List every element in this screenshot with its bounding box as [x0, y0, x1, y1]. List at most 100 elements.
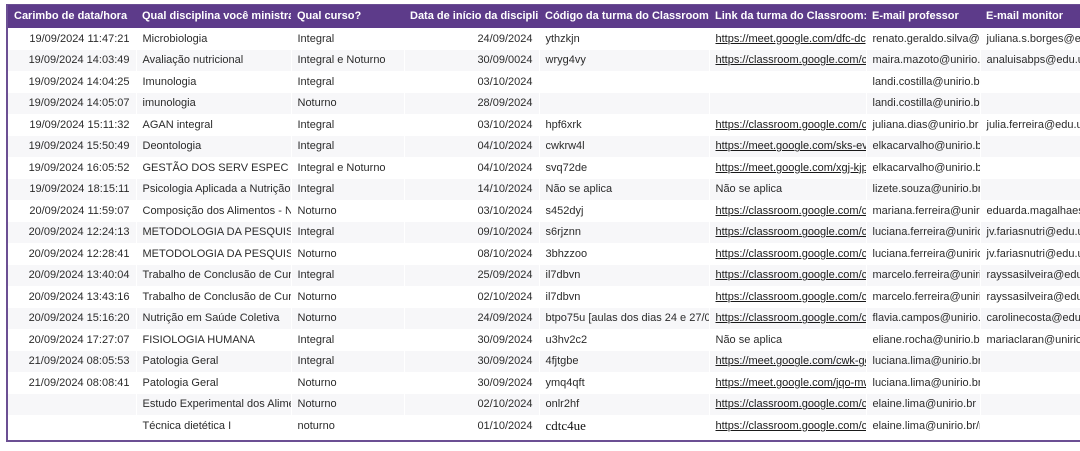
cell-classroom-code[interactable]: svq72de	[539, 157, 709, 179]
cell-classroom-code[interactable]: hpf6xrk	[539, 114, 709, 136]
table-row[interactable]: 21/09/2024 08:08:41 Patologia Geral Noturn…	[8, 372, 1080, 394]
cell-professor-email[interactable]: maira.mazoto@unirio.br	[866, 49, 980, 72]
table-row[interactable]: Estudo Experimental dos AlimentosNoturno…	[8, 393, 1080, 416]
cell-course[interactable]: Integral e Noturno	[291, 157, 404, 179]
table-row[interactable]: 21/09/2024 08:05:53 Patologia Geral Integr…	[8, 350, 1080, 373]
cell-timestamp[interactable]	[8, 393, 136, 416]
cell-classroom-code[interactable]: u3hv2c2	[539, 329, 709, 351]
cell-professor-email[interactable]: luciana.lima@unirio.br	[866, 372, 980, 394]
cell-course[interactable]: Noturno	[291, 372, 404, 394]
cell-start-date[interactable]: 24/09/2024	[404, 307, 539, 330]
classroom-link[interactable]: https://classroom.google.com/c/N	[715, 398, 866, 411]
table-row[interactable]: 19/09/2024 15:11:32 AGAN integral Integral…	[8, 114, 1080, 136]
classroom-link[interactable]: https://classroom.google.com/c/N	[715, 419, 866, 432]
cell-timestamp[interactable]: 20/09/2024 17:27:07	[8, 329, 136, 351]
cell-professor-email[interactable]: marcelo.ferreira@unirio.t	[866, 264, 980, 287]
cell-discipline[interactable]: Patologia Geral	[136, 372, 291, 394]
cell-classroom-link[interactable]: https://meet.google.com/cwk-geyh	[709, 350, 866, 373]
table-row[interactable]: 20/09/2024 12:28:41 METODOLOGIA DA PESQUI…	[8, 243, 1080, 265]
cell-discipline[interactable]: Nutrição em Saúde Coletiva	[136, 307, 291, 330]
table-row[interactable]: 20/09/2024 12:24:13 METODOLOGIA DA PESQUI…	[8, 221, 1080, 244]
cell-monitor-email[interactable]	[980, 372, 1080, 394]
cell-monitor-email[interactable]: rayssasilveira@edu.unir	[980, 286, 1080, 308]
cell-classroom-code[interactable]: il7dbvn	[539, 264, 709, 287]
cell-monitor-email[interactable]	[980, 393, 1080, 416]
cell-classroom-code[interactable]: Não se aplica	[539, 178, 709, 201]
cell-start-date[interactable]: 28/09/2024	[404, 92, 539, 115]
cell-timestamp[interactable]: 20/09/2024 15:16:20	[8, 307, 136, 330]
cell-classroom-code[interactable]: 4fjtgbe	[539, 350, 709, 373]
cell-classroom-code[interactable]: ymq4qft	[539, 372, 709, 394]
cell-classroom-link[interactable]: https://classroom.google.com/c/N	[709, 393, 866, 416]
cell-classroom-link[interactable]	[709, 92, 866, 115]
cell-timestamp[interactable]: 21/09/2024 08:08:41	[8, 372, 136, 394]
table-row[interactable]: 19/09/2024 16:05:52 GESTÃO DOS SERV ESPEC…	[8, 157, 1080, 179]
cell-monitor-email[interactable]: rayssasilveira@edu.unir	[980, 264, 1080, 287]
cell-discipline[interactable]: GESTÃO DOS SERV ESPEC EM ALIM	[136, 157, 291, 179]
column-header-monitor-email[interactable]: E-mail monitor	[980, 5, 1080, 28]
cell-timestamp[interactable]: 20/09/2024 12:24:13	[8, 221, 136, 244]
cell-classroom-link[interactable]: https://classroom.google.com/c/N	[709, 243, 866, 265]
cell-classroom-link[interactable]: https://meet.google.com/dfc-dcpk-	[709, 28, 866, 50]
classroom-link[interactable]: https://classroom.google.com/c/N	[715, 247, 866, 260]
table-row[interactable]: 19/09/2024 14:04:25 Imunologia Integral 03/…	[8, 71, 1080, 93]
column-header-professor-email[interactable]: E-mail professor	[866, 5, 980, 28]
column-header-course[interactable]: Qual curso?	[291, 5, 404, 28]
cell-start-date[interactable]: 08/10/2024	[404, 243, 539, 265]
cell-professor-email[interactable]: lizete.souza@unirio.br	[866, 178, 980, 201]
cell-classroom-link[interactable]: https://classroom.google.com/c/N	[709, 200, 866, 222]
cell-start-date[interactable]: 09/10/2024	[404, 221, 539, 244]
cell-monitor-email[interactable]: juliana.s.borges@edu.un	[980, 28, 1080, 50]
cell-classroom-link[interactable]: https://classroom.google.com/c/N	[709, 286, 866, 308]
cell-start-date[interactable]: 30/09/2024	[404, 372, 539, 394]
cell-start-date[interactable]: 30/09/0024	[404, 49, 539, 72]
cell-monitor-email[interactable]	[980, 350, 1080, 373]
cell-monitor-email[interactable]	[980, 135, 1080, 158]
cell-professor-email[interactable]: flavia.campos@unirio.br	[866, 307, 980, 330]
cell-course[interactable]: Noturno	[291, 393, 404, 416]
cell-start-date[interactable]: 02/10/2024	[404, 393, 539, 416]
classroom-link[interactable]: https://classroom.google.com/c/N	[715, 226, 866, 239]
cell-monitor-email[interactable]	[980, 157, 1080, 179]
cell-discipline[interactable]: Trabalho de Conclusão de Curso I	[136, 264, 291, 287]
table-row[interactable]: 20/09/2024 15:16:20 Nutrição em Saúde Col…	[8, 307, 1080, 330]
cell-professor-email[interactable]: elaine.lima@unirio.br/raf	[866, 415, 980, 437]
cell-course[interactable]: Integral	[291, 135, 404, 158]
cell-professor-email[interactable]: mariana.ferreira@unirio.t	[866, 200, 980, 222]
cell-professor-email[interactable]: elkacarvalho@unirio.br	[866, 157, 980, 179]
cell-professor-email[interactable]: elkacarvalho@unirio.br	[866, 135, 980, 158]
column-header-start-date[interactable]: Data de início da disciplina	[404, 5, 539, 28]
cell-discipline[interactable]: Imunologia	[136, 71, 291, 93]
cell-classroom-link[interactable]: https://classroom.google.com/c/N	[709, 114, 866, 136]
cell-start-date[interactable]: 03/10/2024	[404, 71, 539, 93]
classroom-link[interactable]: https://classroom.google.com/c/N	[715, 118, 866, 131]
cell-timestamp[interactable]	[8, 415, 136, 437]
cell-timestamp[interactable]: 19/09/2024 11:47:21	[8, 28, 136, 50]
cell-professor-email[interactable]: marcelo.ferreira@unirio.t	[866, 286, 980, 308]
cell-professor-email[interactable]: luciana.ferreira@unirio.b	[866, 243, 980, 265]
cell-discipline[interactable]: Microbiologia	[136, 28, 291, 50]
cell-classroom-code[interactable]: wryg4vy	[539, 49, 709, 72]
cell-monitor-email[interactable]: eduarda.magalhaes@ed	[980, 200, 1080, 222]
cell-timestamp[interactable]: 21/09/2024 08:05:53	[8, 350, 136, 373]
cell-classroom-code[interactable]: il7dbvn	[539, 286, 709, 308]
cell-classroom-code[interactable]: s452dyj	[539, 200, 709, 222]
cell-classroom-link[interactable]: Não se aplica	[709, 329, 866, 351]
cell-professor-email[interactable]: landi.costilla@unirio.br	[866, 92, 980, 115]
classroom-link[interactable]: https://classroom.google.com/c/N	[715, 269, 866, 282]
classroom-link[interactable]: https://classroom.google.com/c/N	[715, 290, 866, 303]
cell-course[interactable]: noturno	[291, 415, 404, 437]
cell-discipline[interactable]: Estudo Experimental dos Alimentos	[136, 393, 291, 416]
cell-monitor-email[interactable]: carolinecosta@edu.unir	[980, 307, 1080, 330]
cell-course[interactable]: Integral	[291, 329, 404, 351]
cell-classroom-link[interactable]: https://meet.google.com/jqo-mwy	[709, 372, 866, 394]
cell-classroom-link[interactable]: https://classroom.google.com/c/N	[709, 415, 866, 437]
classroom-link[interactable]: https://classroom.google.com/c/N	[715, 312, 866, 325]
table-row[interactable]: 20/09/2024 13:40:04 Trabalho de Conclusão…	[8, 264, 1080, 287]
column-header-discipline[interactable]: Qual disciplina você ministra?	[136, 5, 291, 28]
cell-classroom-code[interactable]: btpo75u [aulas dos dias 24 e 27/09 s	[539, 307, 709, 330]
cell-classroom-code[interactable]: ythzkjn	[539, 28, 709, 50]
cell-discipline[interactable]: Psicologia Aplicada a Nutrição	[136, 178, 291, 201]
cell-course[interactable]: Integral	[291, 178, 404, 201]
